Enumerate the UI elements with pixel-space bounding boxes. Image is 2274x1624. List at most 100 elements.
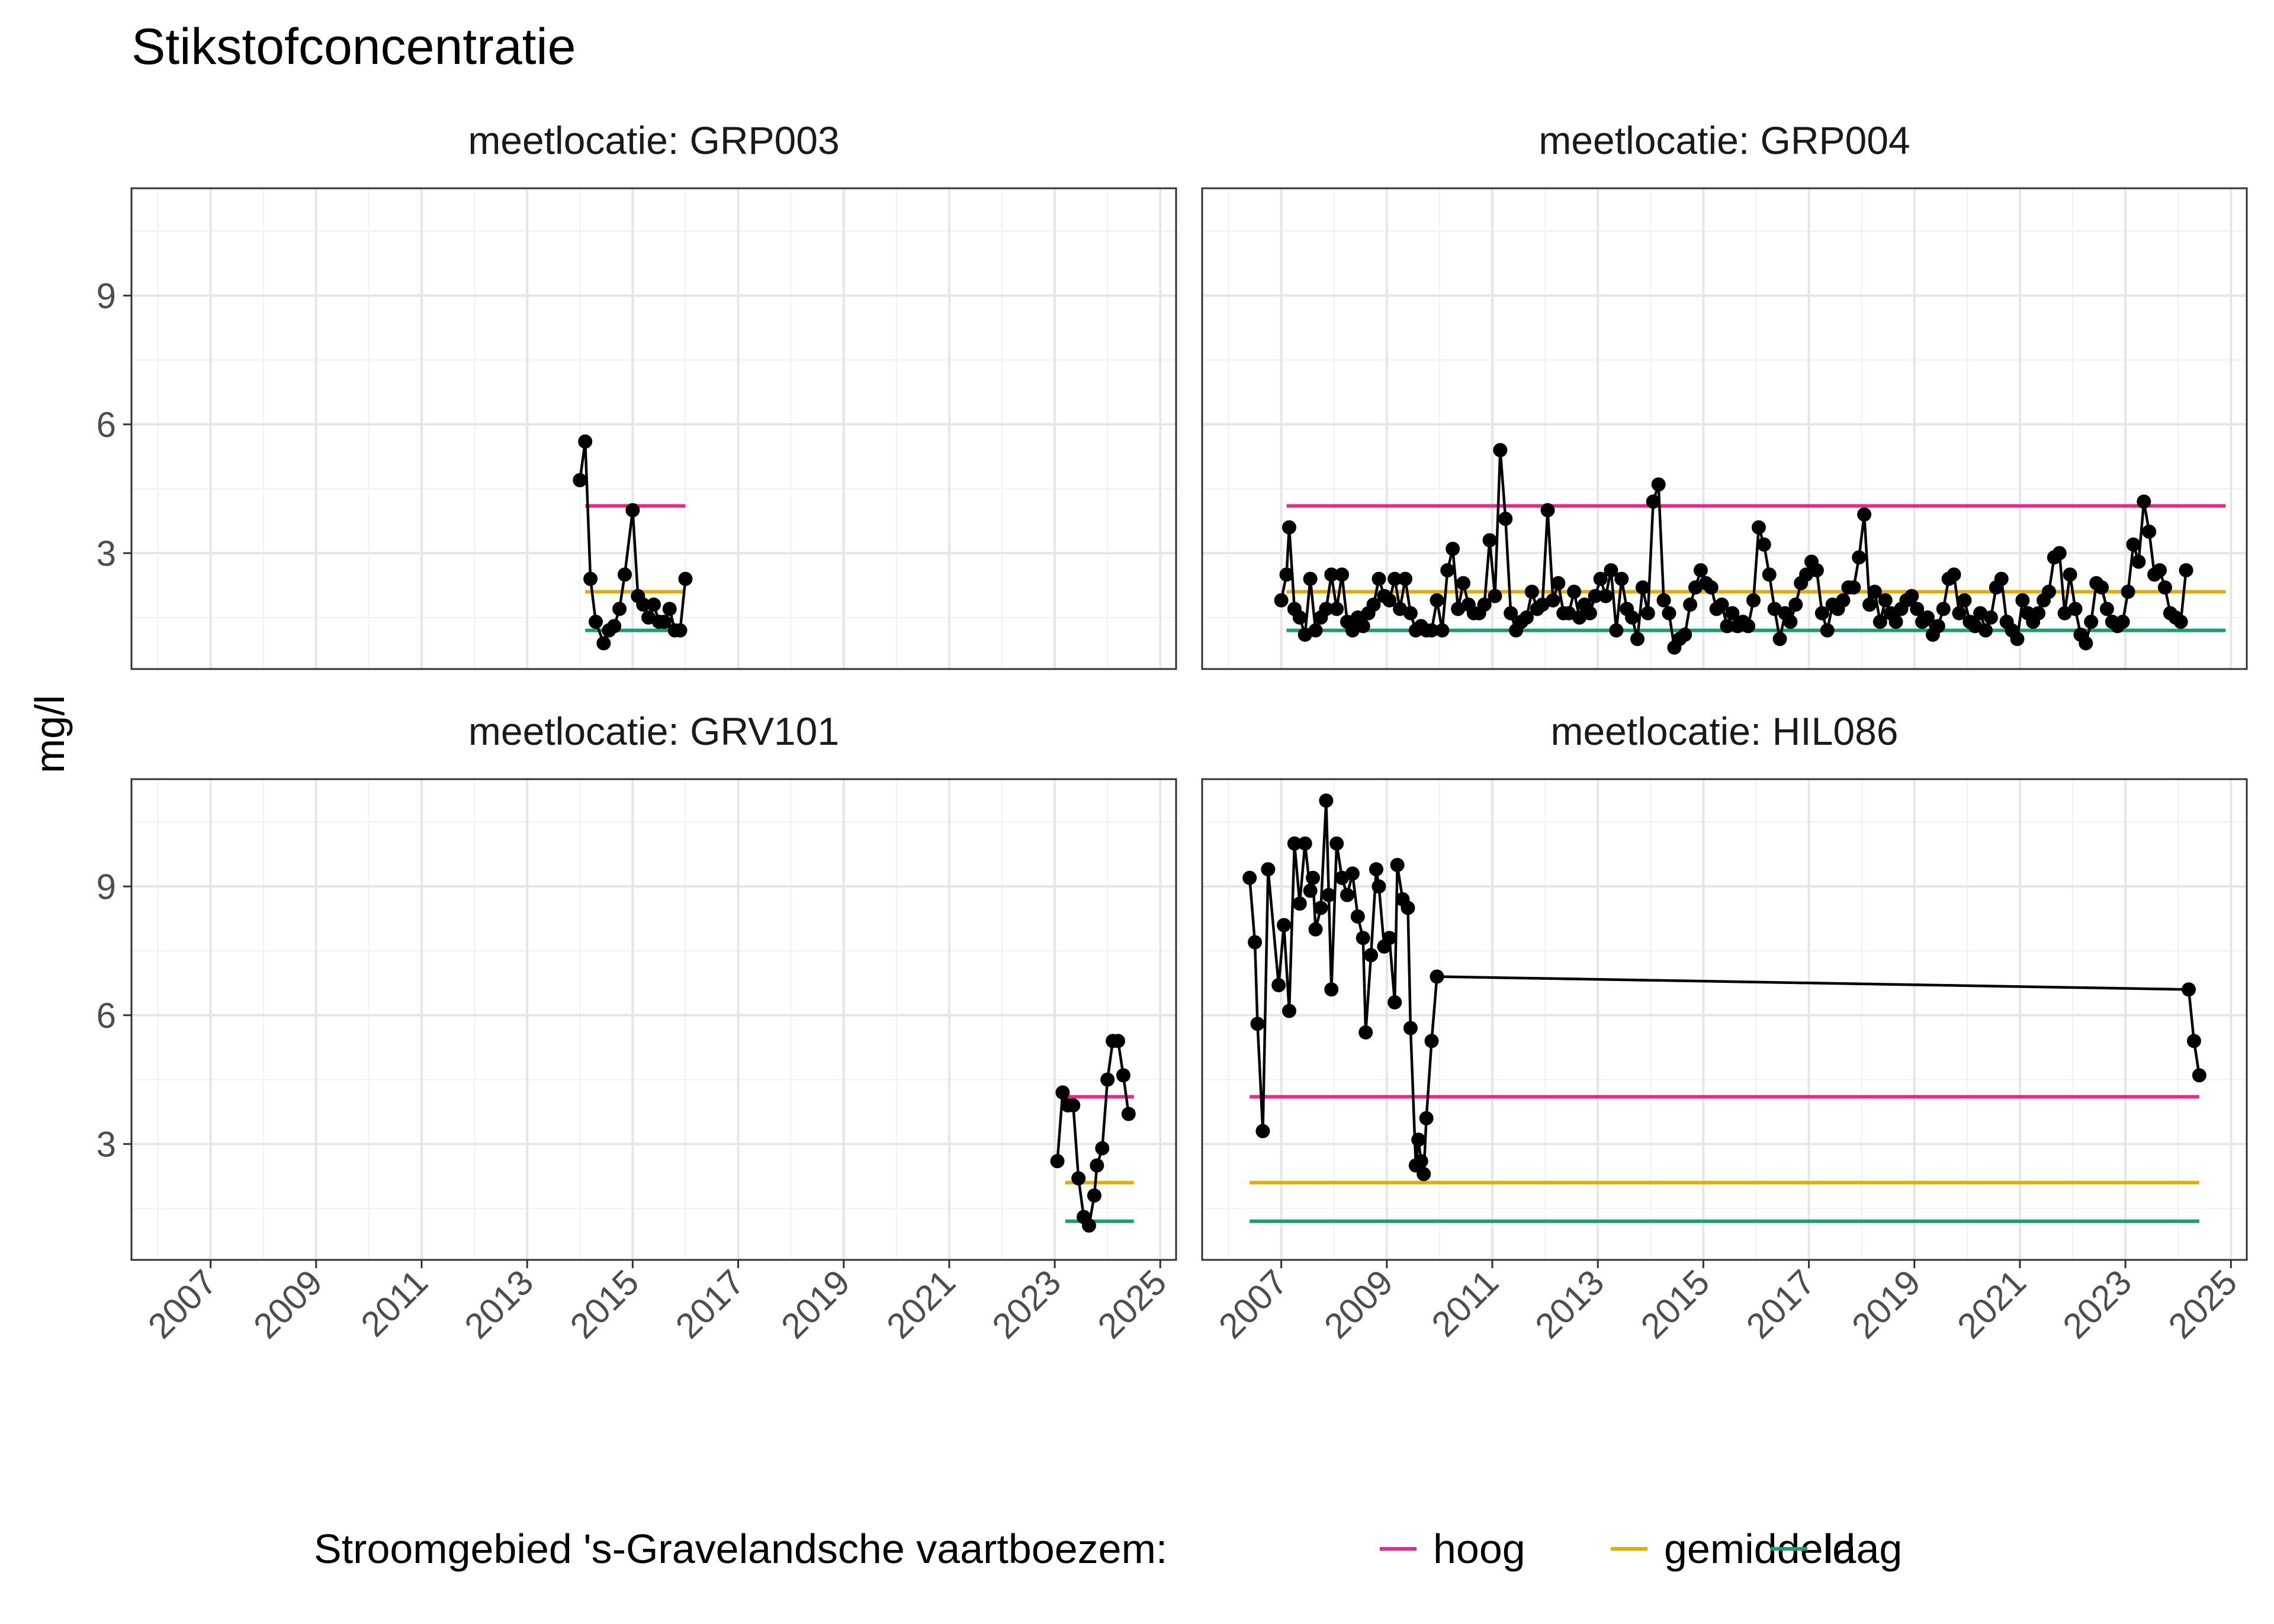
data-point <box>1055 1085 1070 1100</box>
data-point <box>1282 520 1296 535</box>
data-point <box>673 623 688 638</box>
data-point <box>1820 623 1835 638</box>
data-point <box>1387 571 1402 586</box>
x-tick-label: 2017 <box>668 1262 752 1346</box>
data-point <box>2179 563 2193 578</box>
x-tick-label: 2023 <box>985 1262 1069 1346</box>
x-tick-label: 2013 <box>1528 1262 1612 1346</box>
data-point <box>1720 619 1735 633</box>
data-point <box>1401 901 1415 915</box>
data-point <box>1419 1111 1434 1125</box>
data-point <box>1593 571 1608 586</box>
panel-background <box>131 188 1176 669</box>
data-point <box>662 602 677 616</box>
x-tick-label: 2007 <box>140 1262 224 1346</box>
x-tick-label: 2015 <box>1633 1262 1717 1346</box>
legend-title: Stroomgebied 's-Gravelandsche vaartboeze… <box>314 1526 1167 1572</box>
data-point <box>589 615 603 629</box>
data-point <box>1519 610 1534 625</box>
data-point <box>1614 571 1629 586</box>
y-tick-label: 6 <box>97 996 116 1035</box>
data-point <box>1382 593 1397 607</box>
data-point <box>1403 1021 1418 1035</box>
data-point <box>636 597 651 612</box>
panel-4: meetlocatie: HIL086 2007 2009 2011 2013 2015 2… <box>1201 709 2248 1346</box>
data-point <box>1414 1154 1428 1169</box>
data-point <box>2115 615 2130 629</box>
data-point <box>1303 571 1318 586</box>
panel-border <box>130 187 1177 670</box>
data-point <box>2137 494 2151 509</box>
data-point <box>1364 948 1379 963</box>
data-point <box>2010 632 2025 647</box>
data-point <box>2031 606 2046 620</box>
data-point <box>1862 597 1877 612</box>
data-point <box>2079 636 2093 651</box>
x-tick-label: 2011 <box>354 1262 436 1345</box>
panel-background <box>1202 188 2247 669</box>
data-point <box>1857 507 1872 522</box>
panel-2: meetlocatie: GRP004 <box>1201 118 2248 670</box>
x-tick-label: 2021 <box>879 1262 963 1346</box>
data-point <box>2142 525 2157 539</box>
legend-label-gemiddeld: gemiddeld <box>1664 1526 1855 1572</box>
y-tick-label: 9 <box>97 867 116 906</box>
data-point <box>1609 623 1624 638</box>
data-point <box>1630 632 1645 647</box>
data-point <box>1424 1034 1439 1049</box>
data-point <box>1952 606 1967 620</box>
data-point <box>1066 1098 1081 1112</box>
data-point <box>1274 593 1289 607</box>
data-point <box>1809 563 1824 578</box>
panel-background <box>1202 779 2247 1260</box>
x-tick-label: 2009 <box>246 1262 330 1346</box>
data-point <box>607 619 622 633</box>
data-point <box>1872 615 1887 629</box>
x-tick-label: 2019 <box>773 1262 857 1346</box>
data-point <box>1978 623 1993 638</box>
data-point <box>1366 597 1381 612</box>
panel-border <box>1201 187 2248 670</box>
data-point <box>1551 576 1566 590</box>
data-point <box>1329 836 1344 851</box>
data-point <box>2192 1068 2206 1083</box>
data-point <box>1382 931 1397 946</box>
data-point <box>1087 1188 1101 1203</box>
data-point <box>1306 870 1321 885</box>
data-point <box>1435 623 1450 638</box>
data-point <box>2173 615 2188 629</box>
data-point <box>1398 571 1412 586</box>
data-point <box>1261 862 1276 877</box>
data-point <box>1430 969 1444 984</box>
data-point <box>1788 597 1803 612</box>
data-point <box>1277 918 1292 932</box>
panel-background <box>131 779 1176 1260</box>
data-point <box>1910 602 1925 616</box>
data-point <box>612 602 627 616</box>
data-point <box>1297 836 1312 851</box>
panel-strip-label: meetlocatie: GRP004 <box>1539 118 1910 162</box>
data-point <box>1635 580 1650 595</box>
y-tick-label: 9 <box>97 276 116 316</box>
data-point <box>1446 542 1460 556</box>
data-point <box>1994 571 2009 586</box>
data-point <box>1369 862 1383 877</box>
data-point <box>1693 563 1708 578</box>
data-point <box>1725 606 1740 620</box>
data-point <box>1662 606 1676 620</box>
data-point <box>1372 571 1386 586</box>
data-point <box>1957 593 1972 607</box>
y-tick-label: 3 <box>97 1124 116 1164</box>
data-point <box>1292 896 1307 911</box>
data-point <box>1242 870 1257 885</box>
data-point <box>1746 593 1761 607</box>
data-point <box>1121 1107 1136 1121</box>
data-point <box>1255 1124 1270 1139</box>
data-point <box>1947 567 1961 582</box>
data-point <box>1814 606 1829 620</box>
data-point <box>1888 615 1903 629</box>
data-point <box>1324 567 1339 582</box>
data-point <box>1477 597 1492 612</box>
